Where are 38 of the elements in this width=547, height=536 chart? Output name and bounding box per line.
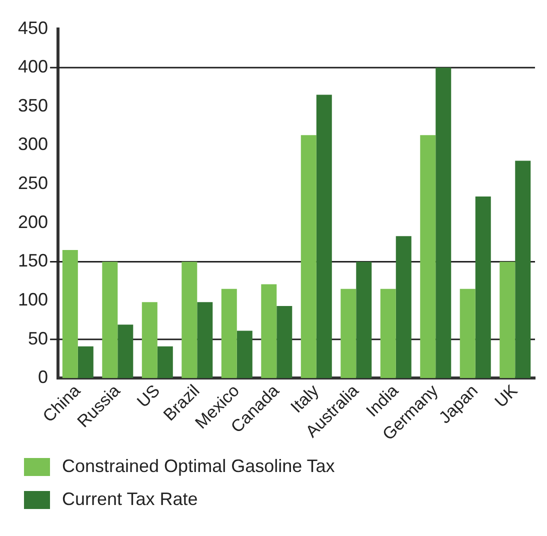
- bar: [436, 68, 452, 378]
- bar: [102, 262, 118, 378]
- bar: [500, 262, 516, 378]
- y-tick-label: 350: [18, 95, 48, 116]
- y-tick-label: 450: [18, 18, 48, 38]
- bar: [276, 306, 292, 378]
- bar: [340, 288, 356, 378]
- y-tick-label: 100: [18, 289, 48, 310]
- y-tick-label: 0: [38, 367, 48, 388]
- bar: [78, 346, 94, 378]
- y-tick-label: 250: [18, 173, 48, 194]
- y-tick-label: 50: [28, 328, 48, 348]
- bar: [380, 288, 396, 378]
- bar: [236, 330, 252, 378]
- bar: [396, 236, 412, 378]
- bar: [475, 196, 491, 378]
- bar: [356, 262, 372, 378]
- bar: [182, 262, 198, 378]
- y-tick-label: 400: [18, 56, 48, 77]
- y-tick-label: 300: [18, 134, 48, 154]
- bar: [197, 302, 213, 378]
- bar: [62, 250, 78, 378]
- bar: [221, 288, 237, 378]
- bar: [316, 94, 332, 378]
- bar: [460, 288, 476, 378]
- legend-label: Constrained Optimal Gasoline Tax: [62, 456, 335, 477]
- bar: [261, 284, 277, 378]
- x-tick-label: UK: [491, 380, 522, 412]
- bar: [142, 302, 158, 378]
- legend-label: Current Tax Rate: [62, 489, 198, 510]
- y-tick-label: 200: [18, 212, 48, 232]
- y-tick-label: 150: [18, 250, 48, 271]
- x-tick-label: US: [133, 381, 164, 412]
- bar: [420, 135, 436, 378]
- bar: [157, 346, 173, 378]
- bar: [515, 160, 531, 378]
- bar: [300, 135, 316, 378]
- bar: [118, 324, 134, 378]
